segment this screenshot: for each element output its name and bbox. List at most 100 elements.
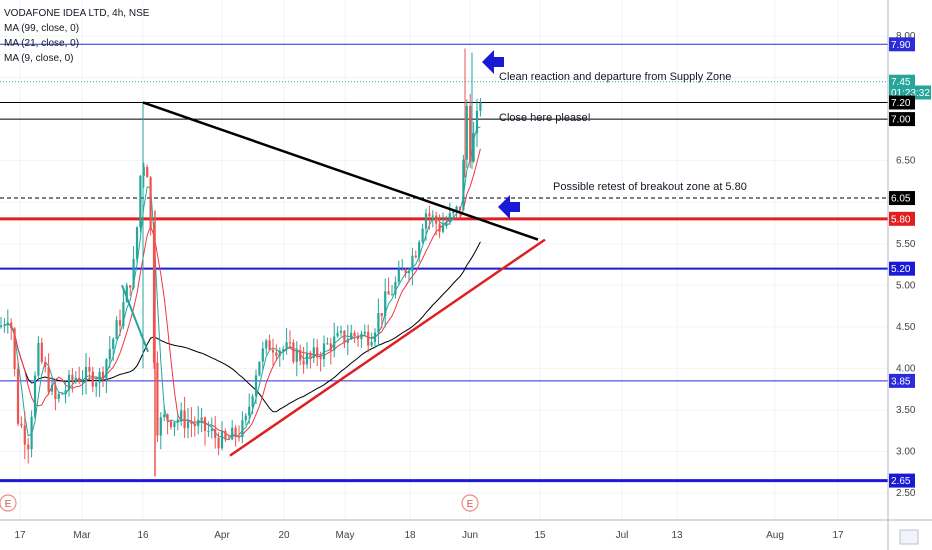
candle-body <box>115 320 118 339</box>
candle-body <box>139 175 142 228</box>
candle-body <box>251 396 254 407</box>
arrow-retest-icon <box>498 195 520 219</box>
legend: VODAFONE IDEA LTD, 4h, NSE MA (99, close… <box>4 6 149 66</box>
candle-body <box>411 255 414 272</box>
candle-body <box>377 313 380 333</box>
price-badge <box>889 373 915 388</box>
candle-body <box>10 322 13 329</box>
ma-21-line <box>4 148 481 438</box>
price-badge <box>889 211 915 226</box>
price-badge <box>889 95 915 110</box>
time-tick-label: 15 <box>534 530 546 541</box>
price-tick-label: 8.00 <box>896 31 916 42</box>
time-tick-label: Mar <box>73 530 91 541</box>
candle-body <box>339 330 343 333</box>
price-tick-label: 6.50 <box>896 156 916 167</box>
candle-body <box>129 285 132 288</box>
price-badge-label: 6.05 <box>891 194 911 205</box>
candle-body <box>452 211 455 214</box>
candle-body <box>462 159 465 211</box>
price-badge-label: 7.90 <box>891 40 911 51</box>
candle-body <box>431 215 434 217</box>
trendlines <box>142 101 546 457</box>
legend-ma-21[interactable]: MA (21, close, 0) <box>4 38 80 49</box>
candle-body <box>248 406 251 416</box>
price-badge <box>889 473 915 488</box>
candle-body <box>33 375 37 417</box>
candle-body <box>183 410 186 429</box>
candle-body <box>190 421 193 424</box>
candle-body <box>231 427 234 440</box>
earnings-marker-left[interactable]: E <box>0 494 17 512</box>
candle-body <box>421 228 424 243</box>
candle-body <box>424 213 428 229</box>
price-badge-label: 5.20 <box>891 264 911 275</box>
candle-body <box>156 362 159 436</box>
candle-body <box>404 269 407 273</box>
candle-body <box>159 417 162 436</box>
legend-ma-9[interactable]: MA (9, close, 0) <box>4 53 74 64</box>
price-tick-label: 2.50 <box>896 488 916 499</box>
ma-99-line <box>4 241 481 413</box>
candle-body <box>414 255 417 258</box>
candle-body <box>16 369 20 424</box>
legend-ma-99[interactable]: MA (99, close, 0) <box>4 23 80 34</box>
candle-body <box>384 291 387 316</box>
price-badge-label: 3.85 <box>891 376 911 387</box>
time-tick-label: Jul <box>616 530 629 541</box>
candle-body <box>343 330 346 343</box>
candle-body <box>227 439 230 441</box>
candle-body <box>370 341 373 346</box>
candle-body <box>458 206 462 211</box>
candle-body <box>6 322 9 325</box>
candle-body <box>333 336 336 351</box>
candle-body <box>146 167 149 178</box>
price-tick-label: 4.00 <box>896 363 916 374</box>
candle-body <box>40 342 43 362</box>
candle-body <box>271 349 275 353</box>
time-tick-label: 16 <box>137 530 149 541</box>
candle-body <box>118 320 122 326</box>
candle-body <box>37 342 40 376</box>
candle-body <box>261 348 264 362</box>
candle-body <box>346 339 349 343</box>
price-badge <box>889 261 915 276</box>
annotation-retest: Possible retest of breakout zone at 5.80 <box>553 181 747 193</box>
candle-body <box>57 393 60 400</box>
price-tick-label: 5.00 <box>896 280 916 291</box>
candle-body <box>193 423 196 427</box>
candle-body <box>91 371 94 387</box>
candle-body <box>316 347 319 358</box>
candle-body <box>282 349 285 351</box>
price-badge-label: 7.45 <box>891 77 911 88</box>
candle-body <box>336 332 339 337</box>
candle-body <box>84 366 88 382</box>
candle-body <box>363 331 366 334</box>
candle-body <box>435 215 438 224</box>
candle-body <box>180 410 183 420</box>
candle-body <box>445 221 448 226</box>
earnings-marker-right[interactable]: E <box>461 494 479 512</box>
axis-settings-icon <box>899 529 919 545</box>
candle-body <box>176 419 179 423</box>
price-badge-label: 7.00 <box>891 115 911 126</box>
candle-body <box>210 429 213 432</box>
candle-body <box>122 302 125 326</box>
candle-body <box>217 437 220 449</box>
candle-body <box>47 367 50 392</box>
candle-body <box>319 357 322 360</box>
time-tick-label: May <box>336 530 355 541</box>
grid <box>0 0 888 520</box>
candle-body <box>407 271 411 273</box>
candle-body <box>472 133 475 162</box>
candle-body <box>142 167 145 176</box>
price-badge-label: 5.80 <box>891 214 911 225</box>
time-axis: 17 Mar 16 Apr 20 May 18 Jun 15 Jul 13 Aug 17 <box>14 529 919 545</box>
legend-title[interactable]: VODAFONE IDEA LTD, 4h, NSE <box>4 8 150 19</box>
svg-text:E: E <box>467 499 474 510</box>
candle-body <box>30 416 33 450</box>
candle-body <box>387 291 390 295</box>
price-badge-label: 7.20 <box>891 98 911 109</box>
candle-body <box>95 382 98 387</box>
